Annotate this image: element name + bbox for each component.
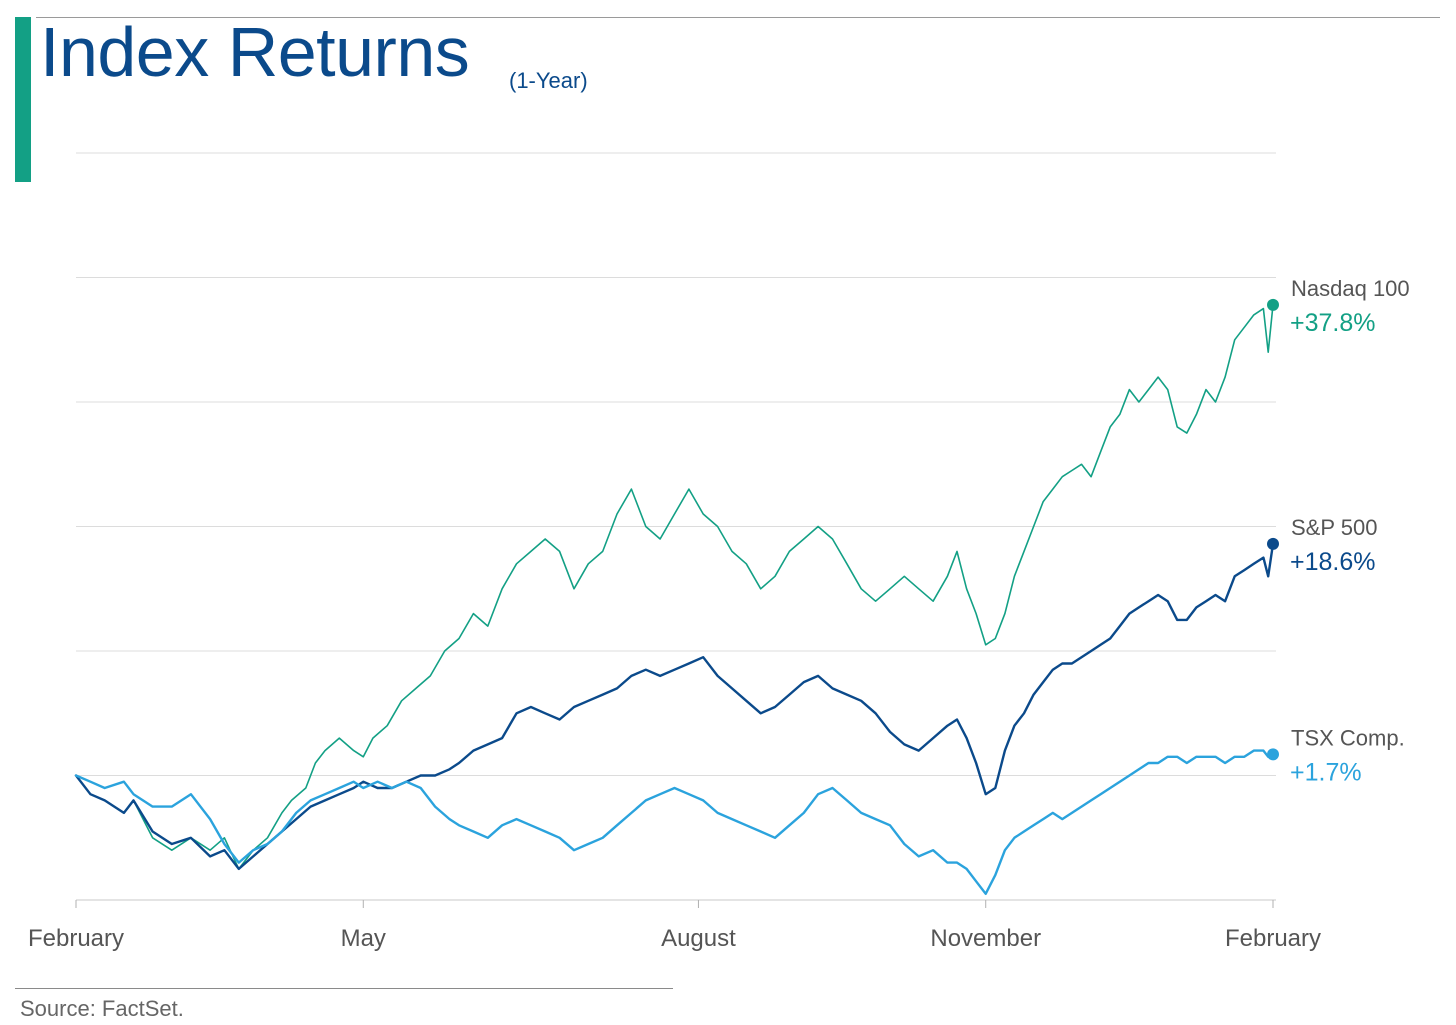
series-value-label: +18.6% bbox=[1290, 548, 1376, 576]
series-end-marker bbox=[1267, 537, 1279, 550]
series-lines bbox=[74, 304, 1275, 895]
x-axis: February May August November February bbox=[28, 900, 1321, 952]
series-value-label: +1.7% bbox=[1290, 758, 1362, 786]
source-note: Source: FactSet. bbox=[20, 996, 184, 1021]
end-labels: Nasdaq 100 +37.8% S&P 500 +18.6% TSX Comp. +1… bbox=[1267, 276, 1410, 786]
x-tick-label: February bbox=[28, 925, 124, 952]
series-line bbox=[74, 749, 1275, 895]
series-line bbox=[74, 542, 1275, 871]
x-tick-label: August bbox=[661, 925, 736, 952]
top-rule bbox=[36, 17, 1440, 18]
series-name-label: Nasdaq 100 bbox=[1291, 276, 1410, 301]
x-tick-label: November bbox=[930, 925, 1041, 952]
x-tick-label: May bbox=[341, 925, 386, 952]
chart-title: Index Returns bbox=[40, 13, 470, 91]
source-rule bbox=[15, 988, 673, 989]
series-end-marker bbox=[1267, 298, 1279, 311]
title-accent-bar bbox=[15, 17, 31, 182]
series-name-label: TSX Comp. bbox=[1291, 725, 1405, 750]
x-tick-label: February bbox=[1225, 925, 1321, 952]
gridlines bbox=[76, 152, 1276, 901]
series-name-label: S&P 500 bbox=[1291, 515, 1377, 540]
series-value-label: +37.8% bbox=[1290, 309, 1376, 337]
series-line bbox=[75, 304, 1274, 870]
series-end-marker bbox=[1267, 748, 1279, 761]
chart-subtitle: (1-Year) bbox=[509, 68, 588, 93]
